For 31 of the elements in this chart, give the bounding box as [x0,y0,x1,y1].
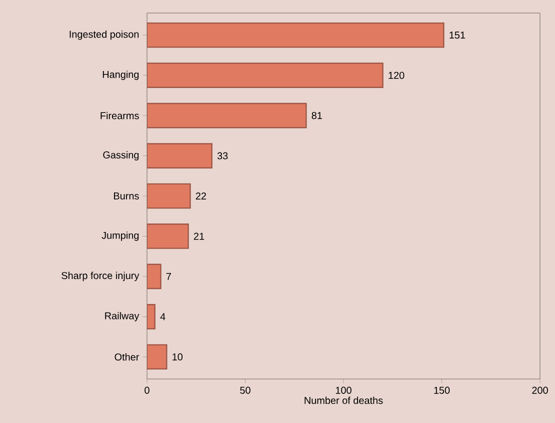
y-tick-label: Burns [114,192,139,200]
y-tick-label: Sharp force injury [62,272,140,282]
data-label: 7 [166,273,171,280]
data-label: 22 [196,192,206,200]
x-tick-label: 200 [532,386,548,394]
bar [147,344,168,370]
bar [147,143,212,168]
x-axis-title: Number of deaths [304,396,383,404]
data-label: 151 [450,32,466,39]
data-label: 10 [172,353,183,360]
data-label: 81 [312,112,322,120]
data-label: 120 [388,72,404,79]
y-tick-label: Jumping [102,232,139,241]
y-tick-label: Ingested poison [70,30,139,40]
x-tick-label: 150 [434,386,450,394]
y-tick-label: Other [114,353,140,361]
y-tick-label: Hanging [102,70,139,80]
y-tick-label: Railway [105,312,140,322]
data-label: 4 [160,313,166,320]
bar [147,22,444,48]
bar [147,102,307,128]
data-label: 33 [217,152,228,160]
x-tick-label: 0 [144,386,150,394]
x-tick-label: 50 [240,386,250,394]
y-tick-label: Gassing [103,151,139,160]
bar [147,224,189,249]
x-tick-label: 100 [336,386,352,394]
data-label: 21 [194,232,204,240]
bar [147,62,384,88]
y-tick-label: Firearms [100,112,139,120]
bar [147,183,191,209]
